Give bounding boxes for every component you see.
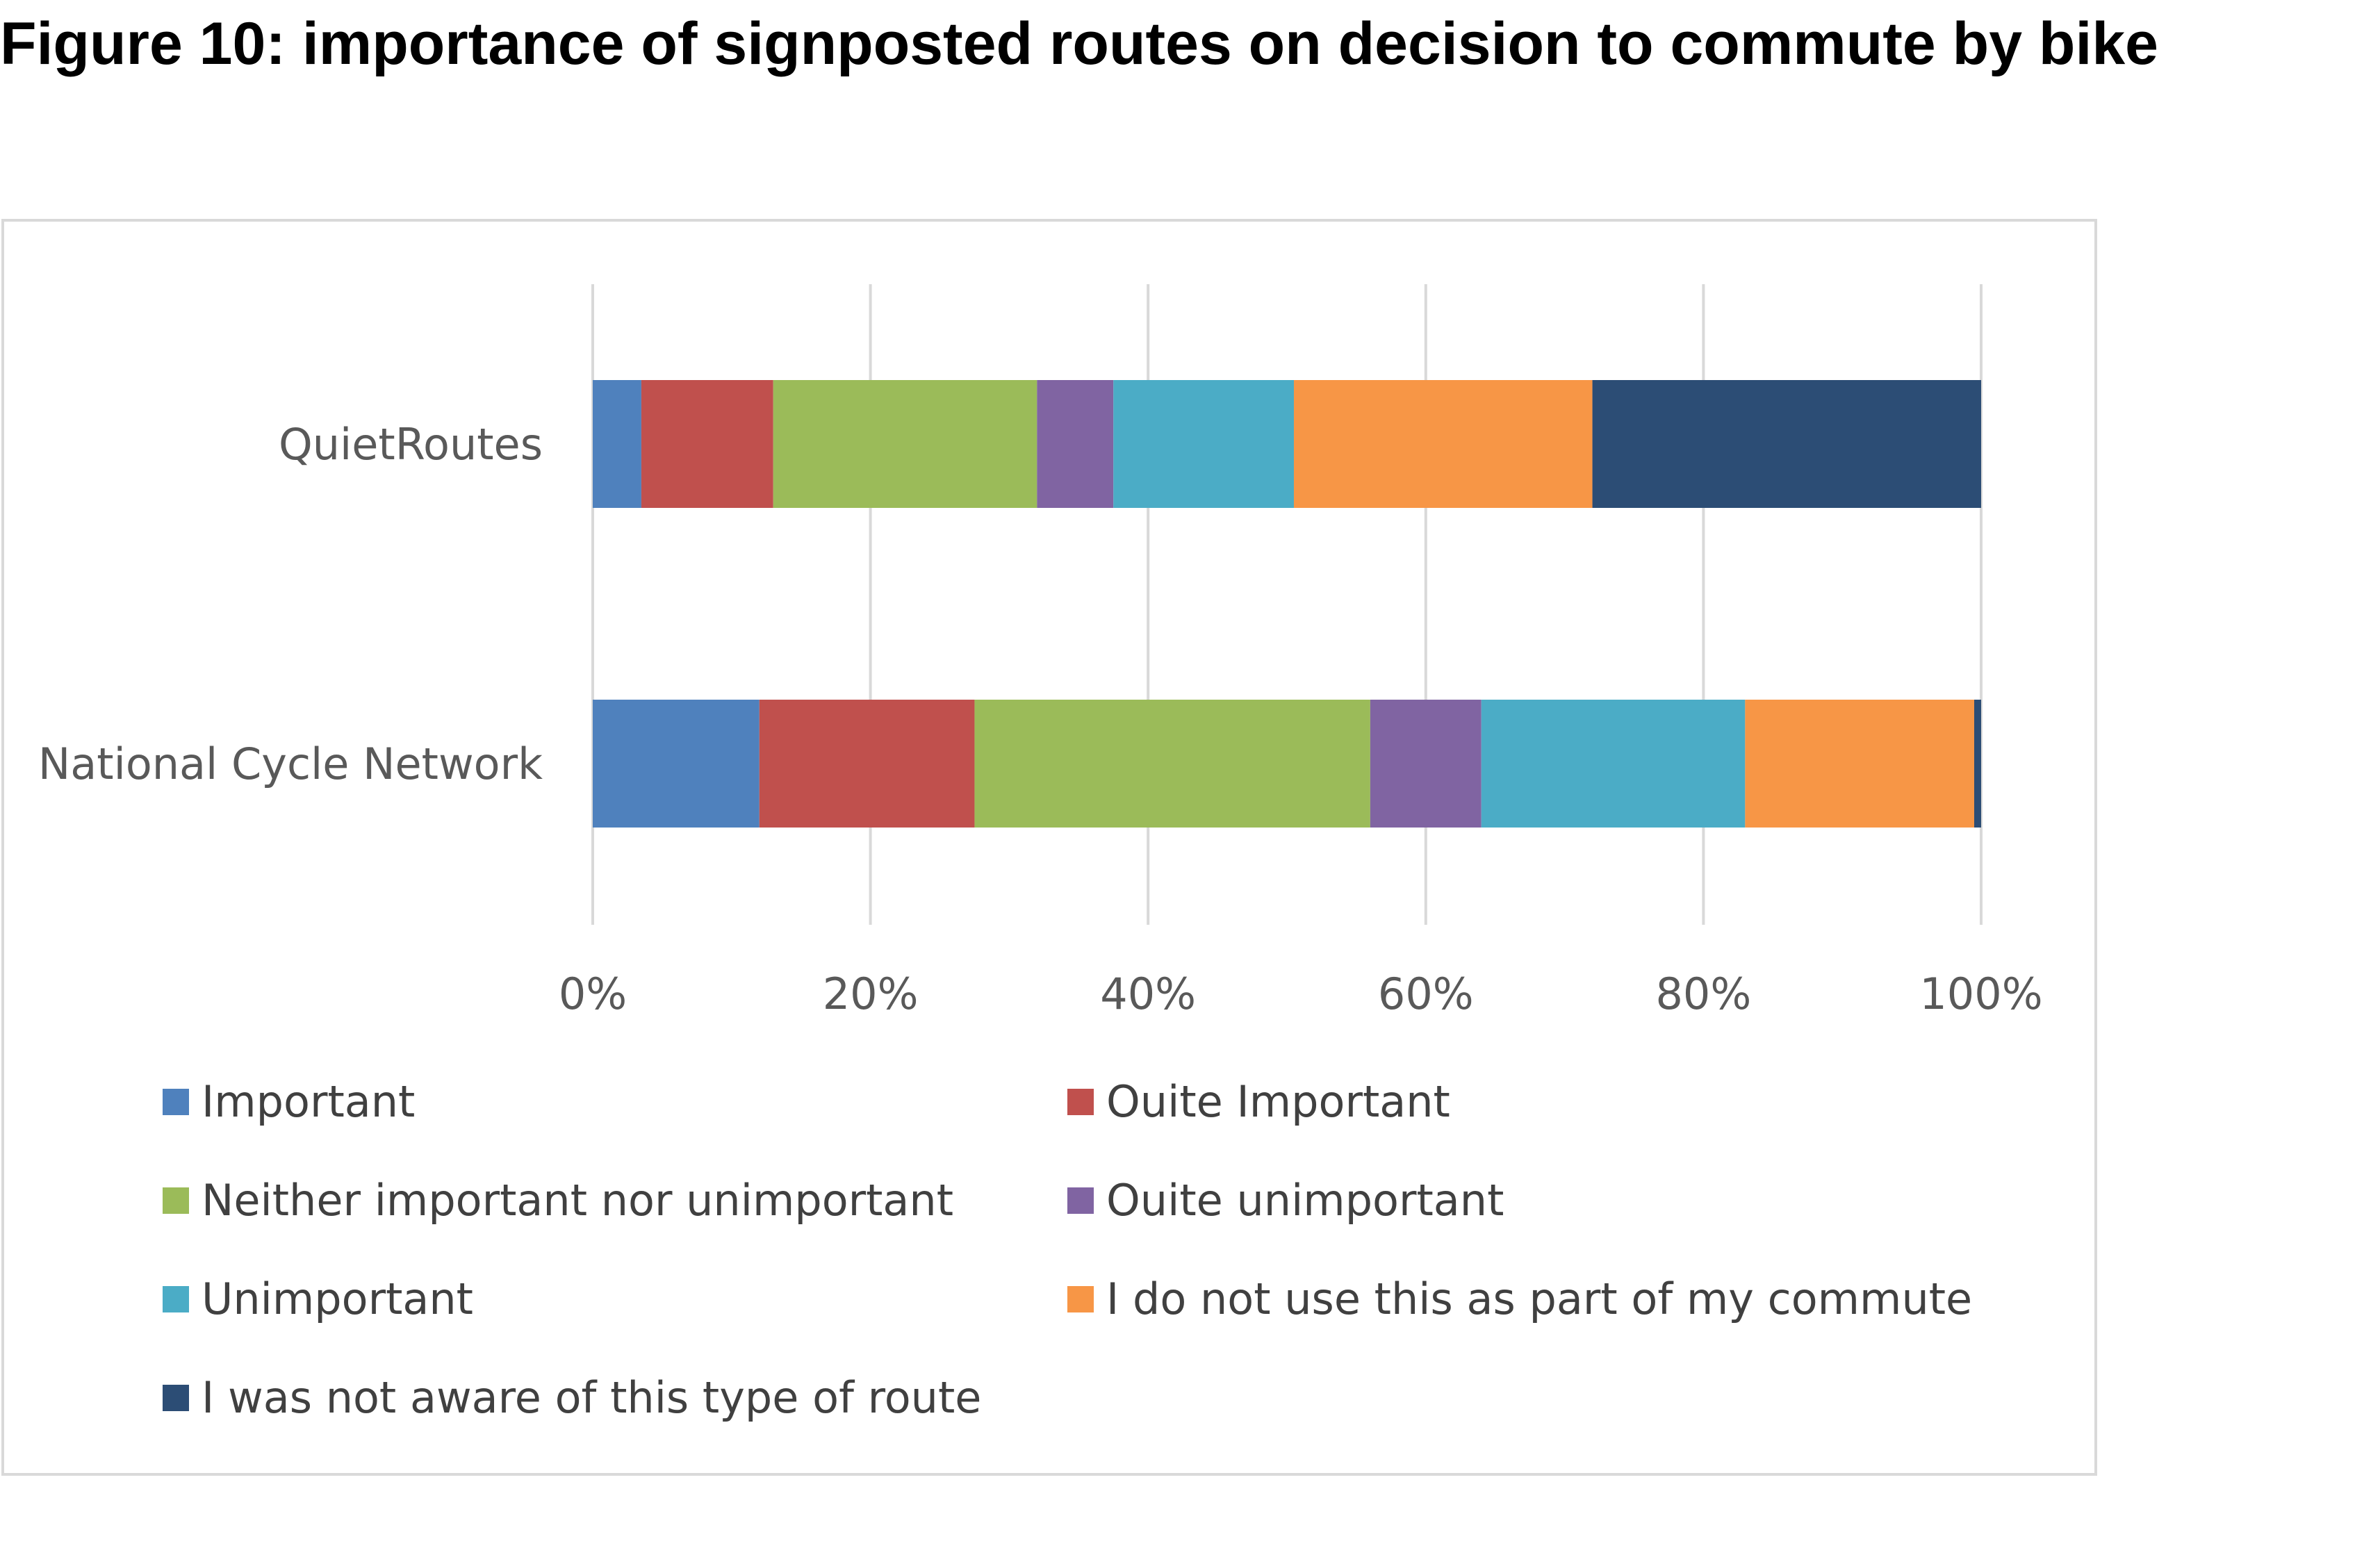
legend-item: Neither important nor unimportant — [163, 1175, 953, 1226]
stacked-bar-chart: 0% 20% 40% 60% 80% 100% QuietRoutes National Cy… — [38, 284, 2043, 1019]
legend-label: Ouite unimportant — [1106, 1175, 1504, 1226]
x-tick-label: 40% — [1100, 969, 1196, 1019]
legend-label: Neither important nor unimportant — [202, 1175, 954, 1226]
legend-item: I do not use this as part of my commute — [1067, 1274, 1972, 1324]
bar-segment — [1370, 700, 1482, 828]
legend-label: Ouite Important — [1106, 1076, 1450, 1127]
bar-segment — [1293, 380, 1593, 508]
x-tick-label: 100% — [1919, 969, 2042, 1019]
legend-swatch — [163, 1384, 189, 1411]
bar-segment — [974, 700, 1370, 828]
legend-item: Unimportant — [163, 1274, 473, 1324]
bar-segment — [593, 380, 641, 508]
bar-segment — [1745, 700, 1975, 828]
bar-segment — [593, 700, 760, 828]
bar-segment — [1974, 700, 1981, 828]
bar-segment — [1037, 380, 1114, 508]
legend-item: Ouite unimportant — [1067, 1175, 1504, 1226]
x-tick-label: 20% — [823, 969, 919, 1019]
legend-swatch — [1067, 1285, 1094, 1312]
bar-segment — [641, 380, 773, 508]
category-label: QuietRoutes — [279, 419, 543, 470]
legend-swatch — [1067, 1187, 1094, 1214]
bar-segment — [1592, 380, 1981, 508]
legend-item: I was not aware of this type of route — [163, 1372, 981, 1423]
x-tick-label: 0% — [559, 969, 627, 1019]
legend-swatch — [163, 1088, 189, 1115]
bar-segment — [1113, 380, 1294, 508]
legend-label: Unimportant — [202, 1274, 473, 1324]
bar-segment — [759, 700, 975, 828]
x-tick-label: 60% — [1378, 969, 1474, 1019]
bar-segment — [1481, 700, 1746, 828]
legend-swatch — [1067, 1088, 1094, 1115]
legend-label: Important — [202, 1076, 416, 1127]
legend-swatch — [163, 1187, 189, 1214]
figure-title: Figure 10: importance of signposted rout… — [0, 10, 2158, 77]
legend-swatch — [163, 1285, 189, 1312]
legend-item: Important — [163, 1076, 415, 1127]
legend-label: I do not use this as part of my commute — [1106, 1274, 1973, 1324]
legend-label: I was not aware of this type of route — [202, 1372, 982, 1423]
category-label: National Cycle Network — [38, 739, 543, 789]
x-tick-label: 80% — [1655, 969, 1751, 1019]
legend-item: Ouite Important — [1067, 1076, 1450, 1127]
bar-segment — [773, 380, 1037, 508]
chart-frame: 0% 20% 40% 60% 80% 100% QuietRoutes National Cy… — [1, 219, 2097, 1476]
